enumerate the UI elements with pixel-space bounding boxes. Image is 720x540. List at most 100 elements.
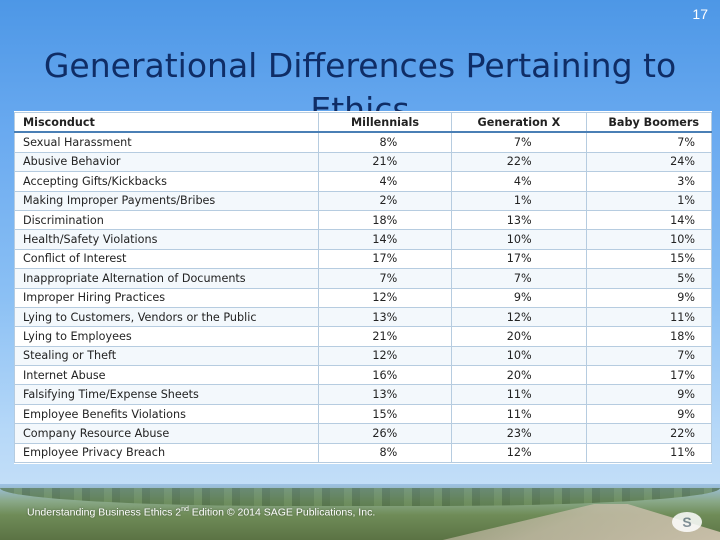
misconduct-cell: Conflict of Interest xyxy=(14,248,319,270)
generation-x-cell: 13% xyxy=(451,209,587,231)
millennials-cell: 12% xyxy=(317,287,453,308)
table-row: Improper Hiring Practices 12% 9% 9% xyxy=(14,287,713,308)
misconduct-cell: Discrimination xyxy=(14,209,319,231)
generation-x-cell: 12% xyxy=(451,442,587,464)
slide-title: Generational Differences Pertaining to E… xyxy=(43,46,677,130)
misconduct-table-container: Misconduct Millennials Generation X Baby… xyxy=(14,111,713,465)
generation-x-cell: 1% xyxy=(451,190,587,211)
misconduct-cell: Falsifying Time/Expense Sheets xyxy=(14,384,319,405)
misconduct-cell: Making Improper Payments/Bribes xyxy=(14,190,319,211)
baby-boomers-cell: 18% xyxy=(585,326,713,347)
table-row: Lying to Customers, Vendors or the Publi… xyxy=(14,306,713,328)
footer-superscript: nd xyxy=(181,506,189,513)
millennials-cell: 12% xyxy=(317,345,453,367)
baby-boomers-cell: 9% xyxy=(585,287,713,308)
table-row: Stealing or Theft 12% 10% 7% xyxy=(14,345,713,367)
millennials-cell: 21% xyxy=(317,326,453,347)
baby-boomers-cell: 22% xyxy=(585,423,713,444)
millennials-cell: 21% xyxy=(317,151,453,173)
table-row: Discrimination 18% 13% 14% xyxy=(14,209,713,231)
baby-boomers-cell: 15% xyxy=(585,248,713,270)
baby-boomers-cell: 11% xyxy=(585,306,713,328)
baby-boomers-cell: 10% xyxy=(585,229,713,250)
table-row: Abusive Behavior 21% 22% 24% xyxy=(14,151,713,173)
column-header-baby-boomers: Baby Boomers xyxy=(585,112,713,134)
generation-x-cell: 10% xyxy=(451,229,587,250)
millennials-cell: 17% xyxy=(317,248,453,270)
misconduct-cell: Lying to Employees xyxy=(14,326,319,347)
generation-x-cell: 17% xyxy=(451,248,587,270)
misconduct-cell: Improper Hiring Practices xyxy=(14,287,319,308)
misconduct-cell: Employee Privacy Breach xyxy=(14,442,319,464)
table-row: Health/Safety Violations 14% 10% 10% xyxy=(14,229,713,250)
footer-text-start: Understanding Business Ethics 2 xyxy=(27,506,182,519)
misconduct-cell: Sexual Harassment xyxy=(14,131,319,153)
table-row: Accepting Gifts/Kickbacks 4% 4% 3% xyxy=(14,171,713,192)
millennials-cell: 13% xyxy=(317,384,453,405)
table-row: Company Resource Abuse 26% 23% 22% xyxy=(14,423,713,444)
misconduct-cell: Lying to Customers, Vendors or the Publi… xyxy=(14,306,319,328)
generation-x-cell: 9% xyxy=(451,287,587,308)
baby-boomers-cell: 9% xyxy=(585,384,713,405)
millennials-cell: 13% xyxy=(317,306,453,328)
misconduct-cell: Employee Benefits Violations xyxy=(14,403,319,425)
footer-copyright: Understanding Business Ethics 2nd Editio… xyxy=(27,506,375,519)
landscape-banner xyxy=(0,484,720,540)
table-row: Sexual Harassment 8% 7% 7% xyxy=(14,131,713,153)
column-header-generation-x: Generation X xyxy=(451,112,587,134)
generation-x-cell: 7% xyxy=(451,268,587,289)
millennials-cell: 8% xyxy=(317,131,453,153)
baby-boomers-cell: 9% xyxy=(585,403,713,425)
generation-x-cell: 10% xyxy=(451,345,587,367)
misconduct-cell: Stealing or Theft xyxy=(14,345,319,367)
table-row: Making Improper Payments/Bribes 2% 1% 1% xyxy=(14,190,713,211)
baby-boomers-cell: 3% xyxy=(585,171,713,192)
table-row: Lying to Employees 21% 20% 18% xyxy=(14,326,713,347)
misconduct-cell: Accepting Gifts/Kickbacks xyxy=(14,171,319,192)
millennials-cell: 26% xyxy=(317,423,453,444)
baby-boomers-cell: 24% xyxy=(585,151,713,173)
footer-text-end: Edition © 2014 SAGE Publications, Inc. xyxy=(188,506,376,519)
table-body: Sexual Harassment 8% 7% 7% Abusive Behavior 2… xyxy=(14,131,713,464)
generation-x-cell: 12% xyxy=(451,306,587,328)
tree-line xyxy=(0,488,720,506)
millennials-cell: 4% xyxy=(317,171,453,192)
slide-number: 17 xyxy=(692,6,708,22)
generation-x-cell: 23% xyxy=(451,423,587,444)
generation-x-cell: 22% xyxy=(451,151,587,173)
millennials-cell: 14% xyxy=(317,229,453,250)
generation-x-cell: 7% xyxy=(451,131,587,153)
millennials-cell: 16% xyxy=(317,365,453,386)
millennials-cell: 7% xyxy=(317,268,453,289)
generation-x-cell: 20% xyxy=(451,365,587,386)
baby-boomers-cell: 11% xyxy=(585,442,713,464)
generation-x-cell: 20% xyxy=(451,326,587,347)
generation-x-cell: 11% xyxy=(451,403,587,425)
misconduct-cell: Inappropriate Alternation of Documents xyxy=(14,268,319,289)
misconduct-cell: Health/Safety Violations xyxy=(14,229,319,250)
baby-boomers-cell: 7% xyxy=(585,131,713,153)
millennials-cell: 15% xyxy=(317,403,453,425)
table-row: Falsifying Time/Expense Sheets 13% 11% 9% xyxy=(14,384,713,405)
sage-logo-icon: S xyxy=(672,512,702,532)
misconduct-cell: Internet Abuse xyxy=(14,365,319,386)
column-header-misconduct: Misconduct xyxy=(14,112,319,134)
baby-boomers-cell: 14% xyxy=(585,209,713,231)
baby-boomers-cell: 7% xyxy=(585,345,713,367)
table-row: Employee Privacy Breach 8% 12% 11% xyxy=(14,442,713,464)
baby-boomers-cell: 5% xyxy=(585,268,713,289)
misconduct-cell: Abusive Behavior xyxy=(14,151,319,173)
misconduct-cell: Company Resource Abuse xyxy=(14,423,319,444)
table-row: Employee Benefits Violations 15% 11% 9% xyxy=(14,403,713,425)
millennials-cell: 8% xyxy=(317,442,453,464)
baby-boomers-cell: 17% xyxy=(585,365,713,386)
baby-boomers-cell: 1% xyxy=(585,190,713,211)
millennials-cell: 2% xyxy=(317,190,453,211)
misconduct-table: Misconduct Millennials Generation X Baby… xyxy=(14,112,713,464)
generation-x-cell: 11% xyxy=(451,384,587,405)
table-row: Internet Abuse 16% 20% 17% xyxy=(14,365,713,386)
millennials-cell: 18% xyxy=(317,209,453,231)
table-header-row: Misconduct Millennials Generation X Baby… xyxy=(14,112,713,134)
column-header-millennials: Millennials xyxy=(317,112,453,134)
table-row: Inappropriate Alternation of Documents 7%… xyxy=(14,268,713,289)
